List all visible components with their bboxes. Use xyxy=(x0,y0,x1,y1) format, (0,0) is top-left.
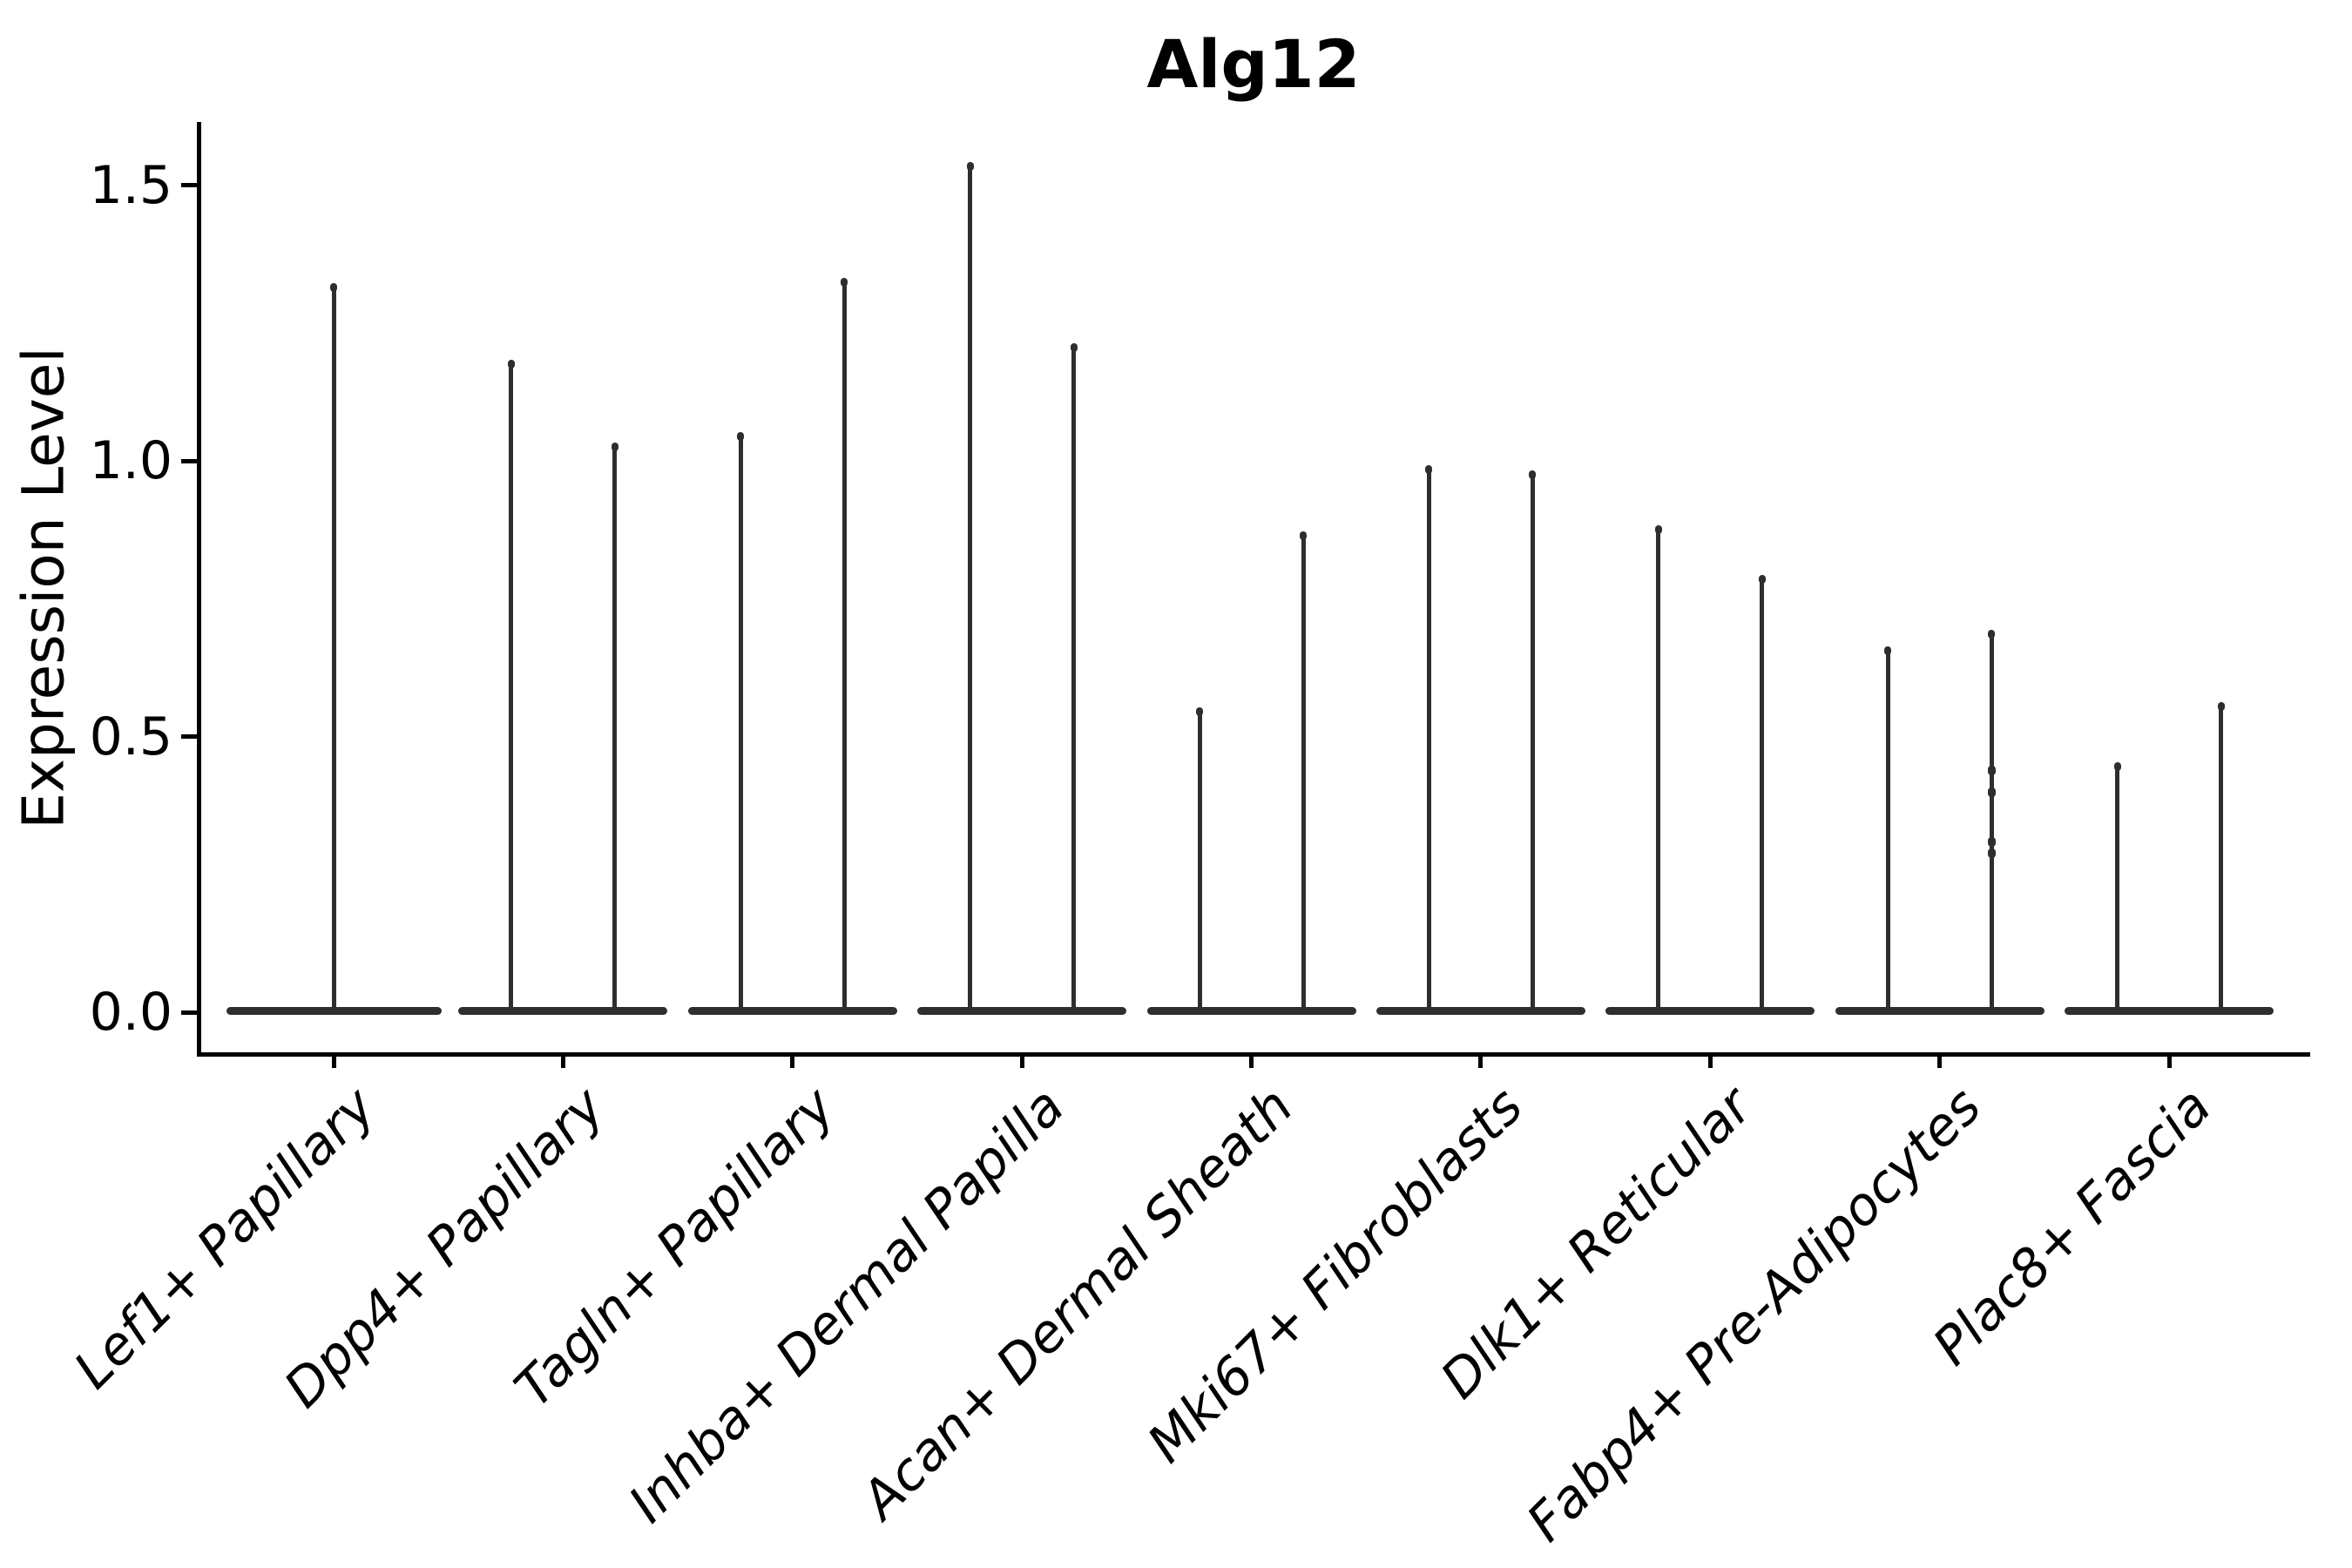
violin-spike xyxy=(1071,345,1077,1012)
violin-spike xyxy=(1760,577,1765,1012)
x-tick-label: Mki67+ Fibroblasts xyxy=(1135,1076,1535,1475)
violin-spike xyxy=(1656,527,1661,1012)
violin-spike xyxy=(2219,703,2223,1012)
violin-tip xyxy=(1529,470,1537,479)
y-tick-label: 0.0 xyxy=(89,982,172,1043)
violin-spike xyxy=(2115,764,2119,1012)
x-tick xyxy=(1478,1055,1484,1068)
violin-base xyxy=(917,1007,1127,1015)
violin-tip xyxy=(1884,646,1892,656)
violin-base xyxy=(458,1007,668,1015)
x-tick-label: Fabp4+ Pre-Adipocytes xyxy=(1516,1076,1994,1554)
violin-spike xyxy=(509,362,514,1012)
violin-dot xyxy=(1987,787,1996,797)
y-tick xyxy=(181,458,197,463)
violin-tip xyxy=(611,443,618,452)
y-tick xyxy=(181,734,197,740)
violin-spike xyxy=(612,444,618,1012)
violin-base xyxy=(687,1007,897,1015)
x-tick xyxy=(1019,1055,1024,1068)
violin-tip xyxy=(2113,762,2121,772)
y-axis-spine xyxy=(197,122,201,1057)
violin-base xyxy=(1605,1007,1815,1015)
violin-spike xyxy=(1885,648,1890,1012)
violin-tip xyxy=(2217,701,2225,711)
violin-tip xyxy=(1988,630,1996,639)
x-tick xyxy=(560,1055,565,1068)
violin-spike xyxy=(1197,709,1202,1012)
violin-tip xyxy=(507,360,515,369)
x-tick xyxy=(2166,1055,2172,1068)
violin-spike xyxy=(331,284,336,1012)
violin-tip xyxy=(1425,464,1433,474)
x-tick xyxy=(1937,1055,1943,1068)
violin-tip xyxy=(737,431,745,441)
violin-dot xyxy=(1987,848,1996,858)
violin-base xyxy=(1146,1007,1356,1015)
x-tick-label: Inhba+ Dermal Papilla xyxy=(617,1076,1076,1535)
violin-spike xyxy=(1301,532,1306,1012)
x-tick xyxy=(790,1055,795,1068)
violin-base xyxy=(1375,1007,1585,1015)
violin-tip xyxy=(1300,531,1307,540)
y-tick-label: 1.0 xyxy=(89,430,172,492)
violin-spike xyxy=(738,433,743,1012)
violin-dot xyxy=(1987,765,1996,775)
y-tick xyxy=(181,183,197,188)
x-axis-spine xyxy=(197,1052,2310,1057)
violin-tip xyxy=(966,161,974,171)
violin-tip xyxy=(330,282,337,292)
violin-tip xyxy=(1196,707,1203,716)
violin-tip xyxy=(1070,343,1078,353)
violin-base xyxy=(2065,1007,2274,1015)
x-tick xyxy=(1249,1055,1254,1068)
violin-spike xyxy=(1426,466,1431,1012)
violin-tip xyxy=(1654,525,1662,535)
y-tick-label: 1.5 xyxy=(89,154,172,216)
violin-spike xyxy=(841,279,847,1012)
chart-title: Alg12 xyxy=(1146,25,1361,103)
violin-dot xyxy=(1987,836,1996,847)
violin-tip xyxy=(1758,575,1766,585)
x-tick xyxy=(331,1055,336,1068)
x-tick xyxy=(1707,1055,1713,1068)
y-tick-label: 0.5 xyxy=(89,706,172,767)
violin-spike xyxy=(968,163,973,1012)
y-tick xyxy=(181,1010,197,1015)
violin-spike xyxy=(1530,471,1535,1012)
violin-tip xyxy=(841,277,848,287)
violin-base xyxy=(1835,1007,2044,1015)
x-tick-label: Acan+ Dermal Sheath xyxy=(850,1076,1306,1531)
violin-spike xyxy=(1989,632,1994,1012)
